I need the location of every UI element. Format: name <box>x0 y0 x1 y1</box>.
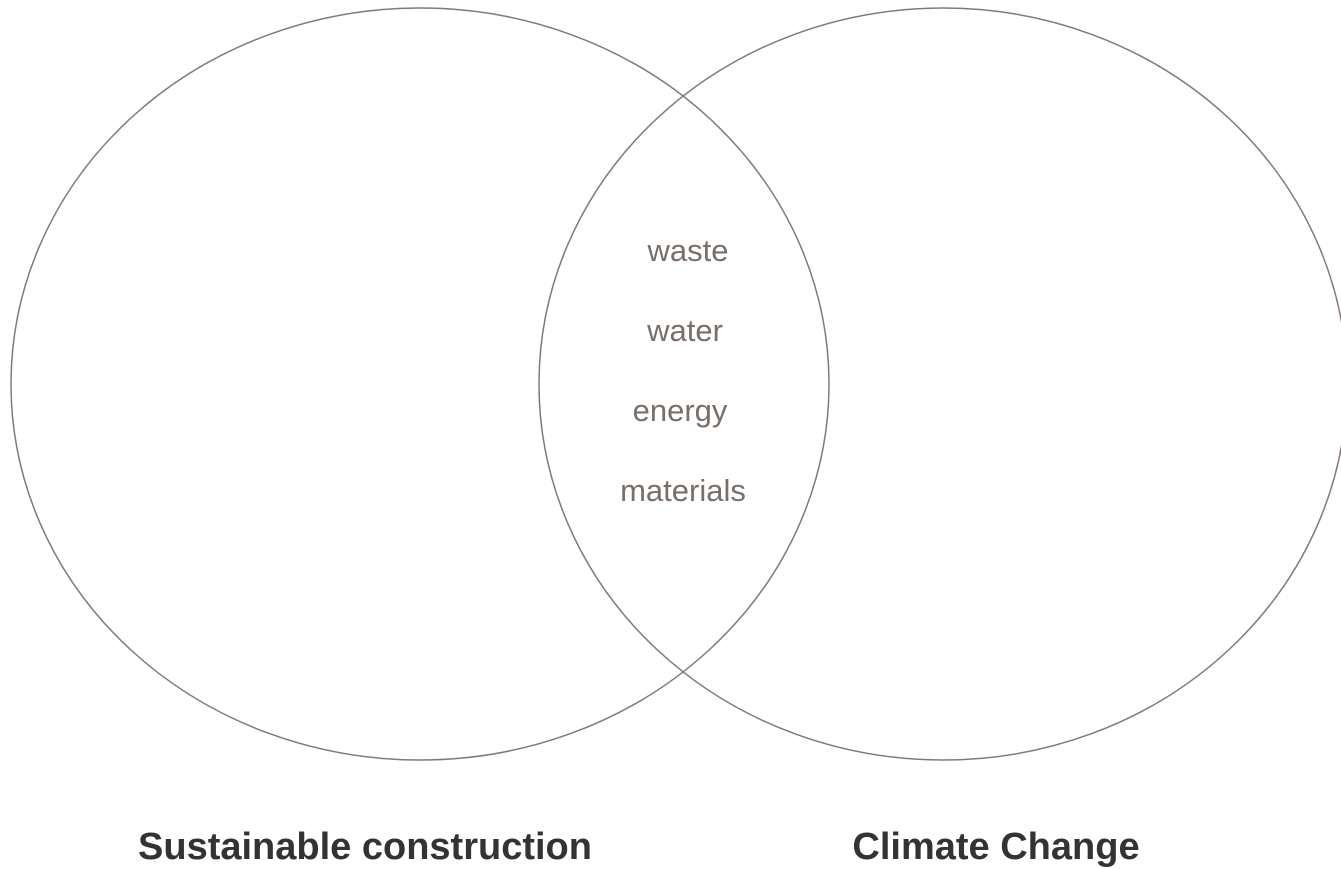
intersection-item: waste <box>647 233 729 268</box>
intersection-item: energy <box>633 393 728 428</box>
intersection-item: water <box>646 313 723 348</box>
right-set-circle <box>538 7 1341 761</box>
set-label: Climate Change <box>852 826 1139 868</box>
set-label: Sustainable construction <box>138 826 592 868</box>
left-set-circle <box>10 7 830 761</box>
intersection-item: materials <box>620 473 746 508</box>
